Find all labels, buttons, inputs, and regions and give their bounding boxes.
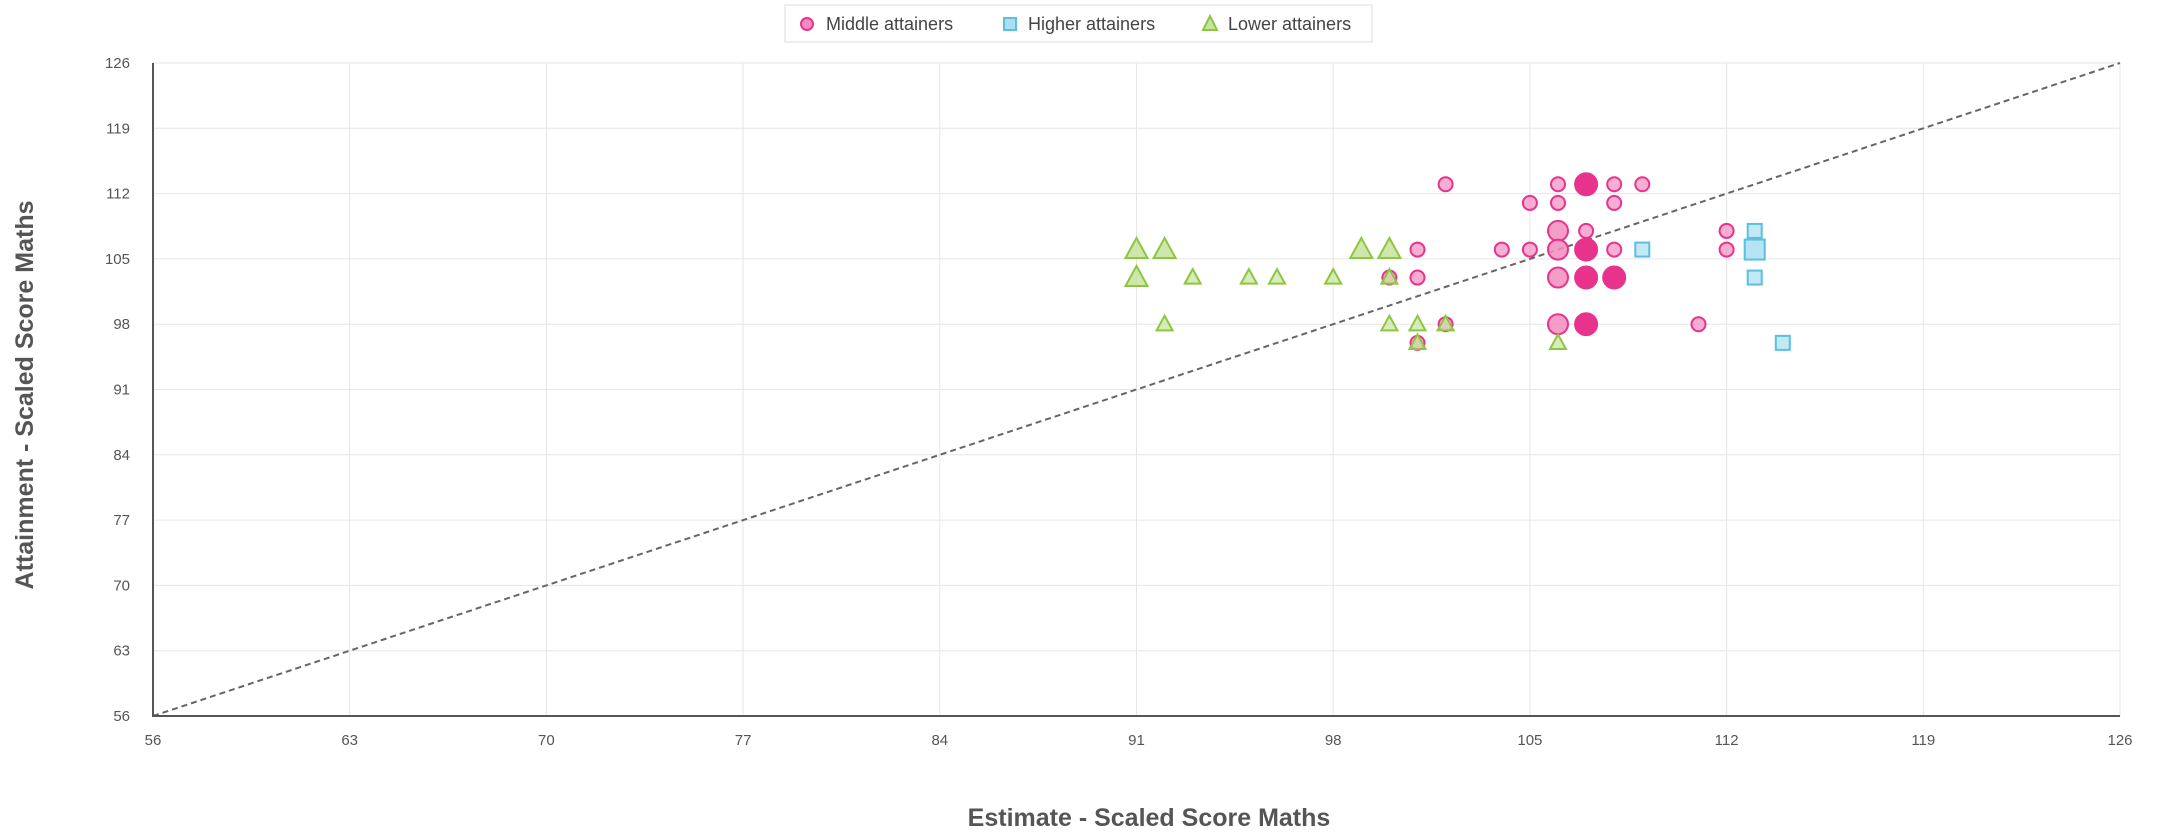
legend-label-higher-attainers: Higher attainers: [1028, 14, 1155, 34]
data-point-higher-attainers[interactable]: [1746, 269, 1763, 286]
x-tick-label: 98: [1325, 732, 1342, 749]
legend-item-middle-attainers[interactable]: Middle attainers: [800, 14, 953, 34]
data-point-middle-attainers[interactable]: [1606, 176, 1623, 193]
data-point-lower-attainers[interactable]: [1123, 263, 1150, 287]
y-tick-label: 91: [113, 382, 130, 399]
legend-item-lower-attainers[interactable]: Lower attainers: [1201, 13, 1351, 34]
y-tick-label: 63: [113, 643, 130, 660]
data-point-middle-attainers[interactable]: [1718, 222, 1735, 239]
data-point-higher-attainers[interactable]: [1743, 238, 1766, 261]
data-point-middle-attainers[interactable]: [1409, 241, 1426, 258]
data-point-higher-attainers[interactable]: [1774, 334, 1791, 351]
data-point-lower-attainers[interactable]: [1239, 267, 1259, 285]
x-tick-label: 84: [931, 732, 948, 749]
x-tick-label: 70: [538, 732, 555, 749]
y-tick-label: 98: [113, 316, 130, 333]
data-point-middle-attainers[interactable]: [1521, 241, 1538, 258]
x-tick-label: 56: [145, 732, 162, 749]
reference-line: [152, 62, 2121, 717]
data-point-middle-attainers[interactable]: [1634, 176, 1651, 193]
data-point-lower-attainers[interactable]: [1376, 235, 1403, 259]
y-tick-label: 77: [113, 512, 130, 529]
data-point-middle-attainers[interactable]: [1574, 265, 1599, 290]
data-point-lower-attainers[interactable]: [1183, 267, 1203, 285]
legend-square-marker: [1003, 17, 1017, 31]
data-point-lower-attainers[interactable]: [1435, 313, 1456, 332]
data-point-lower-attainers[interactable]: [1323, 267, 1343, 285]
legend-box: [784, 4, 1373, 43]
data-point-middle-attainers[interactable]: [1521, 194, 1538, 211]
x-tick-label: 105: [1517, 732, 1542, 749]
data-point-middle-attainers[interactable]: [1690, 316, 1707, 333]
data-point-middle-attainers[interactable]: [1547, 238, 1569, 261]
data-point-middle-attainers[interactable]: [1574, 312, 1599, 337]
data-point-middle-attainers[interactable]: [1606, 194, 1623, 211]
legend-item-higher-attainers[interactable]: Higher attainers: [1003, 14, 1155, 34]
y-tick-label: 126: [105, 55, 130, 72]
data-point-higher-attainers[interactable]: [1746, 222, 1763, 239]
data-point-middle-attainers[interactable]: [1550, 176, 1566, 193]
data-points: [1123, 172, 1791, 351]
data-point-lower-attainers[interactable]: [1379, 267, 1400, 285]
data-point-middle-attainers[interactable]: [1578, 222, 1595, 239]
data-point-lower-attainers[interactable]: [1267, 267, 1287, 285]
legend-triangle-marker: [1201, 13, 1219, 31]
legend-label-middle-attainers: Middle attainers: [826, 14, 953, 34]
x-tick-label: 77: [735, 732, 752, 749]
x-tick-label: 63: [341, 732, 358, 749]
data-point-middle-attainers[interactable]: [1718, 241, 1735, 258]
x-tick-label: 119: [1911, 732, 1935, 749]
y-tick-label: 105: [105, 251, 130, 268]
data-point-higher-attainers[interactable]: [1634, 241, 1651, 258]
data-point-middle-attainers[interactable]: [1409, 269, 1426, 286]
data-point-middle-attainers[interactable]: [1547, 219, 1569, 242]
x-tick-label: 91: [1128, 732, 1145, 749]
reference-line-layer: [152, 62, 2121, 717]
x-axis-title: Estimate - Scaled Score Maths: [968, 804, 1331, 832]
y-tick-label: 84: [113, 447, 130, 464]
y-tick-label: 70: [113, 577, 130, 594]
data-point-lower-attainers[interactable]: [1123, 235, 1150, 259]
data-point-lower-attainers[interactable]: [1154, 313, 1175, 332]
data-point-middle-attainers[interactable]: [1574, 172, 1599, 197]
legend-circle-marker: [800, 17, 814, 31]
data-point-lower-attainers[interactable]: [1379, 313, 1400, 332]
data-point-lower-attainers[interactable]: [1151, 235, 1178, 259]
x-tick-label: 126: [2107, 732, 2132, 749]
data-point-lower-attainers[interactable]: [1548, 332, 1568, 350]
y-tick-label: 56: [113, 708, 130, 725]
y-axis-title: Attainment - Scaled Score Maths: [11, 201, 39, 590]
y-tick-label: 112: [106, 186, 130, 203]
data-point-middle-attainers[interactable]: [1550, 194, 1566, 211]
data-point-middle-attainers[interactable]: [1602, 265, 1627, 290]
data-point-lower-attainers[interactable]: [1348, 235, 1374, 259]
data-point-lower-attainers[interactable]: [1407, 332, 1428, 350]
data-point-middle-attainers[interactable]: [1493, 241, 1510, 258]
data-point-middle-attainers[interactable]: [1606, 241, 1623, 258]
data-point-lower-attainers[interactable]: [1407, 313, 1428, 332]
data-point-middle-attainers[interactable]: [1574, 237, 1599, 262]
y-tick-label: 119: [106, 120, 130, 137]
data-point-middle-attainers[interactable]: [1437, 176, 1454, 193]
legend: Middle attainers Higher attainers Lower …: [784, 4, 1373, 43]
axes: 56 63 70 77 84 91 98 105 112 119 126 56 63 70 77 84 91 98…: [105, 55, 2133, 749]
data-point-middle-attainers[interactable]: [1547, 313, 1569, 336]
data-point-middle-attainers[interactable]: [1547, 266, 1569, 289]
grid: [153, 62, 2121, 716]
legend-label-lower-attainers: Lower attainers: [1228, 14, 1351, 34]
x-tick-label: 112: [1715, 732, 1739, 749]
